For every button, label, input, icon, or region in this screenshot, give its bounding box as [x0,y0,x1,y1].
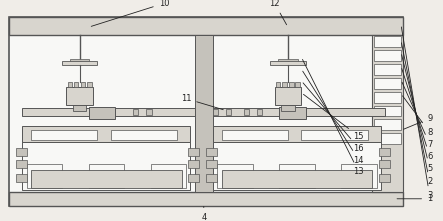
Text: 10: 10 [91,0,169,26]
Text: 13: 13 [303,59,364,177]
Bar [206,148,217,156]
Bar [74,82,78,87]
Text: 14: 14 [303,71,364,165]
Bar [89,107,115,119]
Bar [244,109,249,115]
Bar [31,130,97,140]
Bar [275,87,301,105]
Bar [188,148,199,156]
Bar [22,108,195,116]
Bar [379,148,390,156]
Text: 5: 5 [402,55,432,173]
Text: 16: 16 [303,83,364,153]
Bar [195,35,213,192]
Bar [282,82,287,87]
Bar [213,126,381,142]
Bar [133,109,138,115]
Bar [31,170,182,188]
Bar [279,164,315,188]
Bar [62,61,97,65]
Bar [374,106,401,116]
Bar [257,109,262,115]
Text: 7: 7 [402,82,432,149]
Bar [374,133,401,144]
Bar [9,192,403,206]
Text: 11: 11 [181,94,223,110]
Bar [374,119,401,130]
Bar [270,61,306,65]
Bar [213,142,381,190]
Bar [374,92,401,103]
Text: 4: 4 [201,206,206,221]
Bar [16,148,27,156]
Bar [87,82,92,87]
Bar [217,164,253,188]
Bar [276,82,280,87]
Bar [374,64,401,75]
Bar [281,87,295,110]
Bar [146,109,152,115]
Text: 2: 2 [401,43,432,187]
Bar [151,164,186,188]
Bar [206,174,217,182]
Bar [22,126,190,142]
Bar [22,142,190,190]
Bar [374,50,401,61]
Text: 8: 8 [403,96,432,137]
Bar [188,174,199,182]
Bar [188,160,199,168]
Bar [222,170,372,188]
Bar [374,36,401,47]
Bar [279,107,306,119]
Bar [213,108,385,116]
Bar [111,130,177,140]
Bar [16,160,27,168]
Text: 9: 9 [404,114,432,129]
Bar [206,160,217,168]
Bar [16,174,27,182]
Bar [27,164,62,188]
Bar [89,164,124,188]
Bar [295,82,300,87]
Bar [379,174,390,182]
Bar [73,87,86,110]
Bar [68,82,72,87]
Bar [81,82,85,87]
Bar [289,82,294,87]
Bar [372,35,403,192]
Bar [70,59,89,61]
Bar [341,164,377,188]
Bar [9,17,403,206]
Text: 1: 1 [397,194,432,203]
Bar [213,109,218,115]
Text: 6: 6 [402,69,432,161]
Text: 12: 12 [269,0,287,25]
Bar [226,109,231,115]
Bar [374,78,401,89]
Text: 3: 3 [401,27,432,200]
Bar [66,87,93,105]
Bar [222,130,288,140]
Bar [379,160,390,168]
Text: 15: 15 [303,94,364,141]
Bar [301,130,368,140]
Bar [278,59,298,61]
Bar [9,17,403,35]
